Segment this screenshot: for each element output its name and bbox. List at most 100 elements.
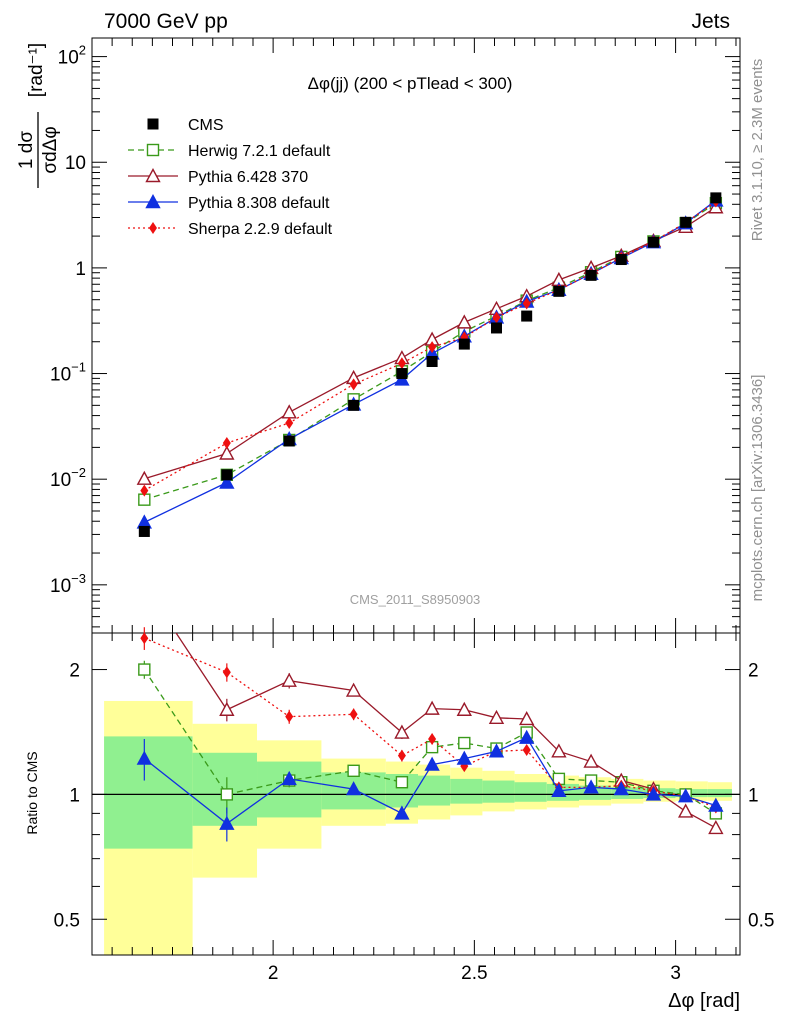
- ratio-point-pythia6-13: [677, 803, 694, 818]
- x-tick-label-0: 2: [268, 963, 279, 984]
- ratio-point-pythia8-2: [281, 770, 297, 786]
- ratio-point-sherpa-5: [428, 733, 437, 746]
- main-point-cms-11: [615, 254, 627, 266]
- ratio-point-pythia6-3: [345, 682, 362, 697]
- legend-marker-cms: [147, 118, 159, 130]
- ratio-point-herwig-4: [395, 776, 409, 789]
- main-point-pythia6-2: [281, 404, 297, 419]
- tick-base: 10: [50, 365, 71, 386]
- main-y-axis-label: 1 dσ σdΔφ [rad⁻¹]: [16, 43, 61, 188]
- main-point-sherpa-5: [428, 341, 437, 354]
- y-label-denominator: σdΔφ: [40, 126, 61, 173]
- ratio-y-tick-label-right-2: 2: [748, 661, 759, 682]
- ratio-point-pythia8-10: [583, 779, 599, 794]
- header-left: 7000 GeV pp: [104, 10, 228, 33]
- ratio-point-pythia6-9: [551, 743, 567, 758]
- ratio-y-tick-label-right-1: 1: [748, 785, 759, 806]
- ratio-point-sherpa-8: [522, 743, 531, 756]
- tick-exponent: 2: [79, 43, 86, 58]
- ratio-point-pythia6-14: [708, 819, 724, 835]
- y-label-unit: [rad⁻¹]: [26, 43, 47, 97]
- legend-item-pythia6: Pythia 6.428 370: [128, 168, 308, 186]
- tick-exponent: −1: [71, 360, 86, 375]
- rivet-side-label: Rivet 3.1.10, ≥ 2.3M events: [749, 59, 766, 242]
- ratio-point-pythia6-7: [488, 709, 505, 725]
- ratio-y-axis-label: Ratio to CMS: [24, 751, 40, 834]
- ratio-point-pythia8-13: [677, 788, 694, 803]
- main-point-cms-14: [710, 192, 722, 204]
- legend-label-herwig: Herwig 7.2.1 default: [188, 143, 331, 160]
- ratio-line-herwig: [143, 669, 717, 814]
- main-series-layer: [136, 192, 724, 537]
- main-point-cms-5: [426, 356, 438, 368]
- ratio-point-pythia8-11: [613, 781, 629, 796]
- band-inner-5: [418, 775, 451, 806]
- legend-marker-pythia6: [145, 168, 161, 183]
- x-axis-label: Δφ [rad]: [668, 990, 740, 1012]
- main-point-pythia8-1: [219, 474, 235, 489]
- ratio-point-sherpa-2: [285, 710, 294, 723]
- legend-label-pythia8: Pythia 8.308 default: [188, 195, 330, 212]
- x-tick-label-1: 2.5: [461, 963, 487, 984]
- band-inner-14: [707, 789, 732, 798]
- main-y-tick-label-4: 10: [65, 153, 86, 174]
- ratio-y-tick-label-right-0: 0.5: [748, 910, 774, 931]
- main-point-sherpa-8: [522, 297, 531, 310]
- main-point-sherpa-3: [349, 378, 358, 391]
- tick-exponent: −3: [71, 571, 86, 586]
- ratio-point-pythia6-4: [394, 724, 410, 739]
- main-line-sherpa: [143, 200, 717, 492]
- ratio-point-pythia6-6: [456, 701, 472, 716]
- main-y-tick-label-5: 102: [58, 43, 86, 69]
- ratio-point-pythia6-8: [519, 711, 535, 726]
- main-y-tick-label-1: 10−2: [50, 465, 86, 491]
- main-point-sherpa-1: [222, 437, 231, 450]
- main-point-cms-6: [458, 338, 470, 350]
- main-point-cms-7: [490, 322, 502, 334]
- band-inner-8: [514, 782, 547, 802]
- main-point-sherpa-4: [397, 357, 406, 370]
- ratio-point-pythia6-10: [583, 753, 599, 768]
- main-point-cms-1: [221, 469, 233, 481]
- ratio-point-herwig-3: [347, 764, 360, 778]
- legend-label-pythia6: Pythia 6.428 370: [188, 169, 308, 186]
- tick-base: 10: [58, 48, 79, 69]
- main-point-cms-2: [283, 435, 295, 447]
- ratio-point-pythia6-5: [424, 700, 440, 715]
- ratio-series-pythia6: [175, 633, 724, 835]
- band-inner-2: [257, 761, 322, 818]
- main-y-tick-label-0: 10−3: [50, 571, 86, 597]
- main-point-cms-8: [521, 310, 533, 322]
- main-point-pythia6-0: [136, 470, 152, 485]
- ratio-point-pythia6-1: [219, 701, 235, 716]
- main-point-cms-0: [138, 525, 150, 537]
- ratio-y-tick-label-2: 2: [69, 661, 80, 682]
- main-point-cms-13: [680, 216, 692, 228]
- ratio-point-pythia8-3: [345, 781, 362, 796]
- main-point-cms-10: [585, 269, 597, 281]
- legend-item-pythia8: Pythia 8.308 default: [128, 194, 330, 212]
- band-inner-0: [104, 736, 193, 849]
- legend-marker-pythia8: [145, 194, 161, 209]
- main-point-sherpa-0: [140, 484, 149, 497]
- ratio-point-pythia8-12: [645, 786, 662, 801]
- watermark: CMS_2011_S8950903: [350, 592, 481, 607]
- main-point-cms-12: [647, 236, 659, 248]
- legend-item-cms: CMS: [147, 117, 224, 134]
- main-series-cms: [138, 192, 722, 537]
- legend-item-herwig: Herwig 7.2.1 default: [128, 143, 331, 160]
- ratio-point-sherpa-0: [140, 632, 149, 645]
- ratio-point-sherpa-1: [222, 666, 231, 679]
- ratio-series-layer: [136, 627, 724, 842]
- legend: CMS Herwig 7.2.1 default Pythia 6.428 370 P…: [128, 117, 333, 238]
- main-y-tick-label-2: 10−1: [50, 360, 86, 386]
- main-point-cms-9: [553, 285, 565, 297]
- x-axis-ticks: 2 2.5 3: [91, 38, 737, 984]
- ratio-uncertainty-bands: [104, 700, 732, 955]
- mcplots-side-label: mcplots.cern.ch [arXiv:1306.3436]: [749, 375, 766, 602]
- band-inner-7: [482, 780, 515, 803]
- ratio-series-pythia8: [136, 729, 724, 842]
- ratio-y-ticks: 0.5 0.5 1 1 2 2: [54, 661, 775, 932]
